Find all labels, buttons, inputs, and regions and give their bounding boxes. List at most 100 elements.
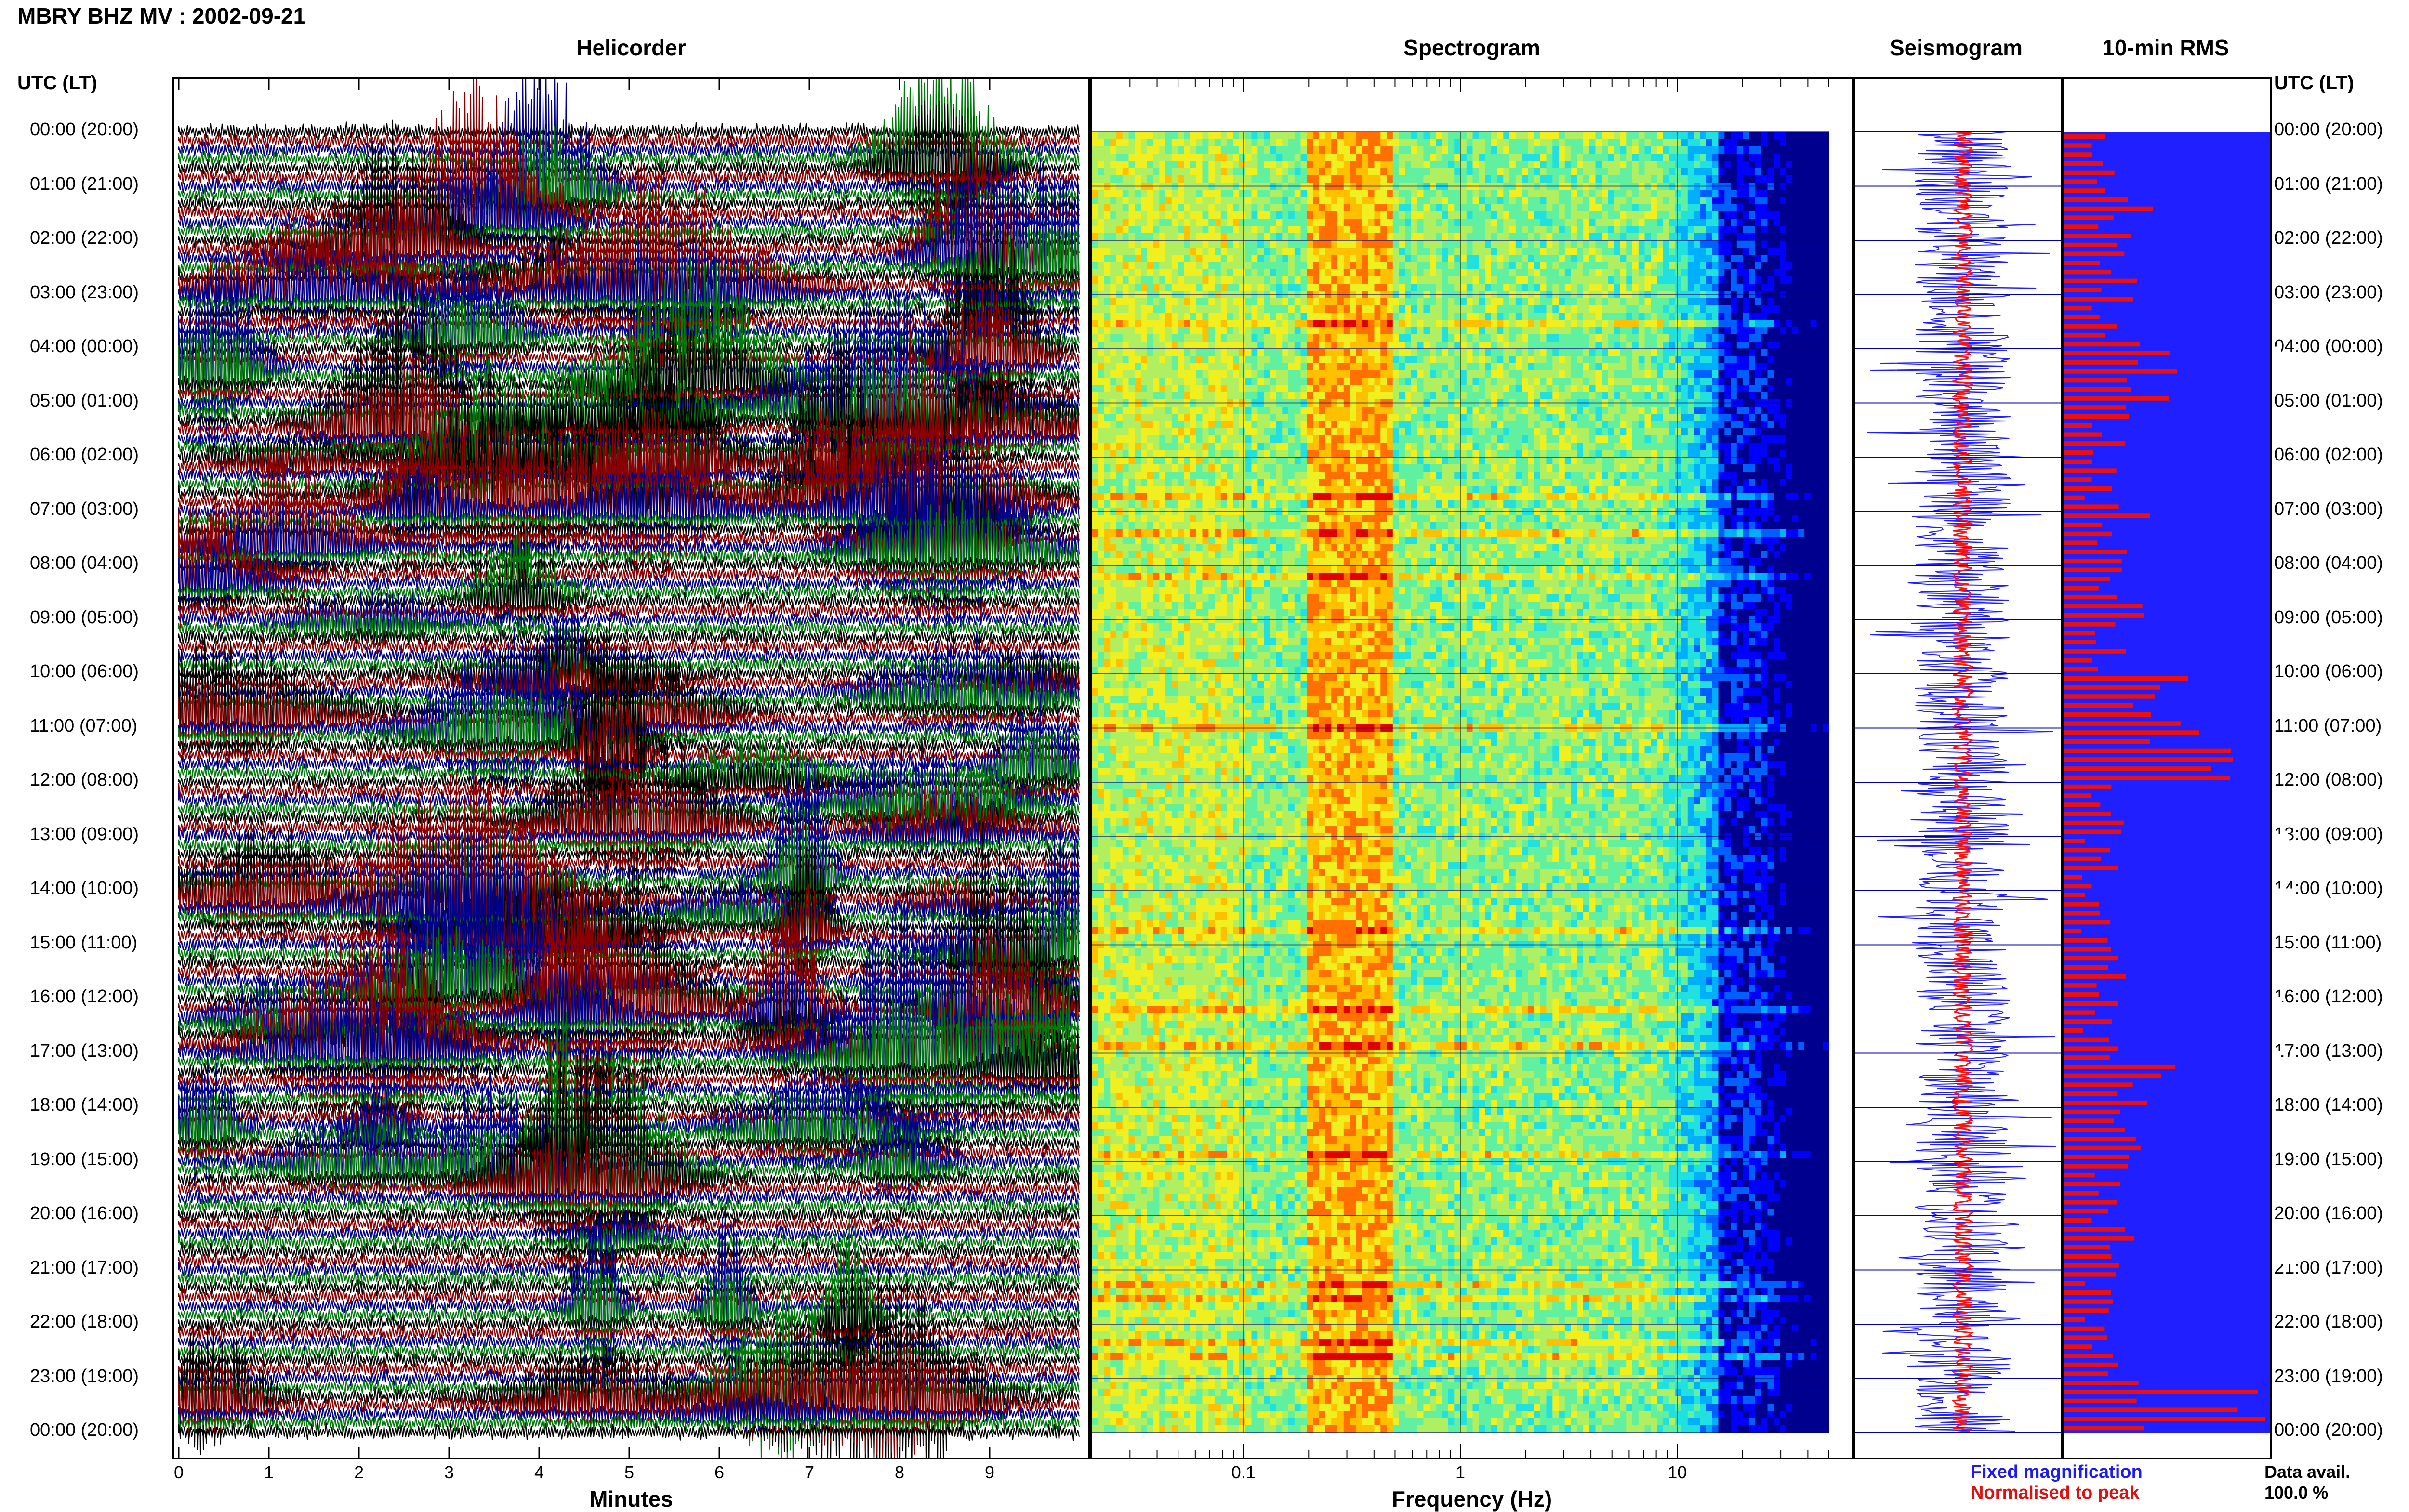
spectrogram-cell <box>1239 146 1246 154</box>
spectrogram-cell <box>1645 161 1652 169</box>
spectrogram-cell <box>1387 168 1393 176</box>
spectrogram-cell <box>1540 146 1547 154</box>
spectrogram-cell <box>1301 197 1308 205</box>
spectrogram-cell <box>1583 154 1590 161</box>
spectrogram-cell <box>1092 161 1099 169</box>
spectrogram-cell <box>1165 139 1172 147</box>
spectrogram-cell <box>1743 146 1750 154</box>
spectrogram-cell <box>1405 154 1412 161</box>
spectrogram-cell <box>1208 168 1215 176</box>
spectrogram-cell <box>1639 190 1645 197</box>
spectrogram-cell <box>1257 161 1264 169</box>
spectrogram-cell <box>1141 190 1148 197</box>
spectrogram-cell <box>1264 197 1271 205</box>
spectrogram-cell <box>1596 175 1602 183</box>
spectrogram-cell <box>1804 146 1811 154</box>
spectrogram-cell <box>1123 161 1129 169</box>
spectrogram-cell <box>1436 190 1443 197</box>
time-tick-left: 21:00 (17:00) <box>30 1258 139 1278</box>
spectrogram-cell <box>1135 154 1141 161</box>
spectrogram-cell <box>1399 168 1406 176</box>
spectrogram-cell <box>1448 168 1455 176</box>
spectrogram-cell <box>1454 175 1461 183</box>
spectrogram-cell <box>1681 175 1688 183</box>
spectrogram-cell <box>1307 175 1313 183</box>
spectrogram-cell <box>1522 139 1529 147</box>
spectrogram-cell <box>1749 132 1756 140</box>
spectrogram-cell <box>1688 154 1694 161</box>
spectrogram-cell <box>1798 154 1805 161</box>
spectrogram-cell <box>1712 154 1719 161</box>
spectrogram-cell <box>1497 132 1504 140</box>
spectrogram-cell <box>1288 197 1295 205</box>
spectrogram-cell <box>1368 139 1375 147</box>
spectrogram-cell <box>1098 197 1105 205</box>
spectrogram-cell <box>1264 139 1271 147</box>
spectrogram-cell <box>1257 154 1264 161</box>
spectrogram-cell <box>1534 175 1541 183</box>
spectrogram-cell <box>1356 161 1363 169</box>
spectrogram-cell <box>1460 175 1467 183</box>
spectrogram-cell <box>1387 161 1393 169</box>
spectrogram-cell <box>1393 132 1400 140</box>
spectrogram-cell <box>1123 154 1129 161</box>
spectrogram-cell <box>1375 168 1381 176</box>
spectrogram-cell <box>1221 161 1228 169</box>
spectrogram-cell <box>1719 168 1725 176</box>
spectrogram-cell <box>1608 132 1615 140</box>
spectrogram-cell <box>1596 168 1602 176</box>
spectrogram-cell <box>1165 190 1172 197</box>
spectrogram-cell <box>1706 161 1713 169</box>
spectrogram-cell <box>1596 139 1602 147</box>
helicorder-trace-group <box>179 79 1079 1458</box>
spectrogram-cell <box>1135 146 1141 154</box>
spectrogram-cell <box>1467 146 1473 154</box>
spectrogram-cell <box>1608 168 1615 176</box>
spectrogram-cell <box>1540 190 1547 197</box>
spectrogram-cell <box>1153 146 1160 154</box>
spectrogram-cell <box>1165 146 1172 154</box>
spectrogram-image <box>1092 79 1852 1458</box>
spectrogram-cell <box>1436 132 1443 140</box>
spectrogram-cell <box>1276 139 1283 147</box>
spectrogram-cell <box>1350 146 1357 154</box>
spectrogram-cell <box>1651 154 1657 161</box>
spectrogram-cell <box>1393 154 1400 161</box>
spectrogram-cell <box>1380 132 1387 140</box>
spectrogram-cell <box>1430 154 1436 161</box>
spectrogram-cell <box>1596 146 1602 154</box>
spectrogram-cell <box>1331 132 1338 140</box>
spectrogram-cell <box>1657 190 1664 197</box>
spectrogram-cell <box>1178 161 1185 169</box>
spectrogram-cell <box>1203 168 1209 176</box>
spectrogram-cell <box>1731 190 1737 197</box>
spectrogram-cell <box>1681 168 1688 176</box>
spectrogram-cell <box>1368 161 1375 169</box>
spectrogram-cell <box>1774 139 1780 147</box>
spectrogram-cell <box>1552 175 1559 183</box>
spectrogram-cell <box>1460 139 1467 147</box>
spectrogram-cell <box>1203 197 1209 205</box>
spectrogram-cell <box>1116 132 1123 140</box>
spectrogram-cell <box>1307 190 1313 197</box>
spectrogram-cell <box>1319 139 1326 147</box>
spectrogram-cell <box>1724 146 1731 154</box>
spectrogram-cell <box>1233 139 1240 147</box>
spectrogram-cell <box>1159 154 1166 161</box>
spectrogram-cell <box>1405 161 1412 169</box>
spectrogram-cell <box>1190 146 1197 154</box>
spectrogram-cell <box>1528 146 1535 154</box>
spectrogram-cell <box>1602 139 1608 147</box>
spectrogram-cell <box>1295 197 1301 205</box>
spectrogram-cell <box>1694 190 1701 197</box>
spectrogram-cell <box>1448 190 1455 197</box>
spectrogram-cell <box>1804 175 1811 183</box>
spectrogram-cell <box>1657 154 1664 161</box>
spectrogram-cell <box>1313 139 1320 147</box>
spectrogram-cell <box>1178 132 1185 140</box>
spectrogram-cell <box>1368 146 1375 154</box>
spectrogram-cell <box>1337 132 1344 140</box>
spectrogram-cell <box>1577 132 1584 140</box>
spectrogram-cell <box>1221 175 1228 183</box>
spectrogram-cell <box>1497 139 1504 147</box>
